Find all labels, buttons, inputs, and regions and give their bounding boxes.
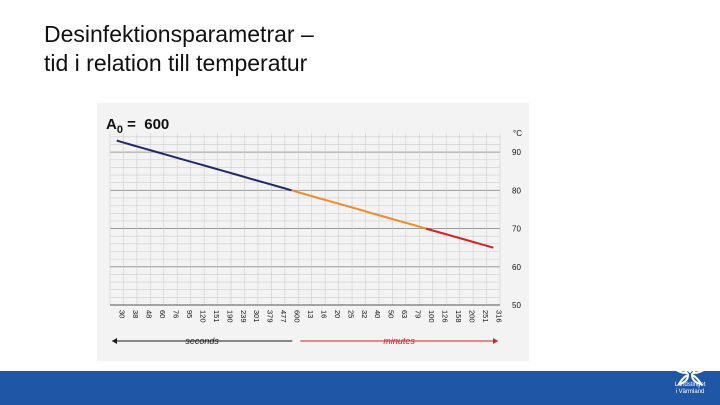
- chart-labels: A0 = 600 °C: [106, 116, 522, 138]
- y-axis-unit: °C: [513, 129, 522, 138]
- x-tick-label: 316: [494, 310, 503, 323]
- x-tick-label: 126: [440, 310, 449, 323]
- x-tick-label: 301: [252, 310, 261, 323]
- series-line-2: [291, 189, 427, 230]
- x-tick-label: 100: [427, 310, 436, 323]
- x-tick-label: 50: [387, 310, 396, 318]
- logo-line2: i Värmland: [675, 389, 705, 395]
- x-tick-label: 48: [145, 310, 154, 318]
- grid: [109, 133, 501, 306]
- x-tick-label: 16: [319, 310, 328, 318]
- x-tick-label: 30: [118, 310, 127, 318]
- logo-wordmark: Landstinget i Värmland: [664, 382, 716, 396]
- y-tick-label: 80: [512, 186, 521, 195]
- x-tick-label: 158: [454, 310, 463, 323]
- x-tick-label: 200: [467, 310, 476, 323]
- x-tick-label: 251: [481, 310, 490, 323]
- chart: A0 = 600 °C 50 60 70 80 90 30 38 48 60 76 95 120 151…: [106, 116, 522, 346]
- chart-title-prefix: A: [106, 116, 117, 133]
- x-tick-label: 40: [373, 310, 382, 318]
- unit-arrowhead: [493, 338, 498, 344]
- x-tick-label: 76: [172, 310, 181, 318]
- series-line-3: [425, 227, 494, 249]
- x-tick-label: 190: [225, 310, 234, 323]
- unit-label: minutes: [383, 336, 415, 346]
- x-tick-label: 379: [266, 310, 275, 323]
- unit-label: seconds: [185, 336, 219, 346]
- x-tick-label: 38: [131, 310, 140, 318]
- x-tick-label: 63: [400, 310, 409, 318]
- x-tick-label: 600: [293, 310, 302, 323]
- y-tick-label: 50: [512, 301, 521, 310]
- chart-title: A0 = 600: [106, 116, 169, 136]
- x-tick-label: 95: [185, 310, 194, 318]
- x-tick-label: 477: [279, 310, 288, 323]
- slide-title-line1: Desinfektionsparametrar –: [44, 21, 314, 47]
- x-tick-label: 120: [198, 310, 207, 323]
- x-tick-label: 239: [239, 310, 248, 323]
- landstinget-logo: [672, 356, 708, 386]
- unit-arrows: seconds minutes: [112, 336, 498, 346]
- x-tick-label: 32: [360, 310, 369, 318]
- x-tick-label: 79: [414, 310, 423, 318]
- x-tick-label: 60: [158, 310, 167, 318]
- slide-title: Desinfektionsparametrar – tid i relation…: [44, 20, 644, 78]
- y-tick-label: 60: [512, 263, 521, 272]
- footer-band: [0, 371, 720, 405]
- x-tick-label: 13: [306, 310, 315, 318]
- series-line-1: [116, 139, 292, 192]
- unit-arrowhead: [112, 338, 117, 344]
- chart-title-suffix: = 600: [123, 116, 169, 133]
- y-tick-label: 70: [512, 225, 521, 234]
- x-tick-label: 25: [346, 310, 355, 318]
- logo-line1: Landstinget: [674, 382, 706, 388]
- chart-title-subscript: 0: [117, 124, 123, 136]
- x-tick-label: 20: [333, 310, 342, 318]
- x-tick-label: 151: [212, 310, 221, 323]
- y-tick-label: 90: [512, 148, 521, 157]
- chart-panel: A0 = 600 °C 50 60 70 80 90 30 38 48 60 76 95 120 151…: [97, 103, 529, 361]
- slide-title-line2: tid i relation till temperatur: [44, 50, 308, 76]
- series-lines: [116, 139, 494, 249]
- ticks: 50 60 70 80 90 30 38 48 60 76 95 120 151 190 239 301 379…: [118, 148, 522, 322]
